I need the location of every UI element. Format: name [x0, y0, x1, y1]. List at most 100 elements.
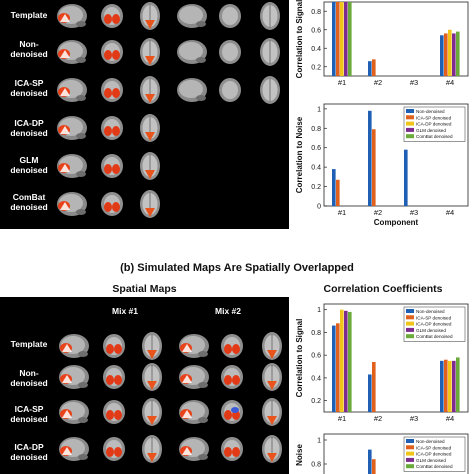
y-tick-label: 0.8 — [311, 126, 321, 133]
y-tick-label: 0.4 — [311, 46, 321, 53]
activation-blob — [267, 350, 277, 359]
x-tick-label: #2 — [374, 78, 382, 87]
row-label-b-ica-dp-denoised: ICA-DP denoised — [10, 442, 48, 462]
activation-blob — [145, 20, 155, 29]
y-tick-label: 0.8 — [311, 330, 321, 337]
row-label-glm-denoised: GLM denoised — [10, 155, 48, 175]
brain-slices-a — [57, 2, 280, 218]
row-label-template: Template — [10, 10, 48, 20]
legend-entry: ICA-DP denoised — [416, 452, 452, 457]
legend-entry: GLM denoised — [416, 458, 446, 463]
noise-correlation-chart-a: 0 0.2 0.4 0.6 0.8 1 Correlation to Noise #1 #2 #3… — [295, 103, 469, 227]
x-tick-label: #2 — [374, 208, 382, 217]
bar — [456, 357, 460, 412]
legend-box — [403, 306, 466, 342]
legend-entry: Non-denoised — [416, 439, 445, 444]
x-tick-label: #4 — [446, 78, 454, 87]
y-tick-label: 1 — [317, 438, 321, 445]
x-tick-label: #4 — [446, 414, 454, 423]
activation-blob — [147, 350, 157, 359]
x-tick-label: #2 — [374, 414, 382, 423]
bar — [444, 33, 448, 76]
activation-blob — [147, 453, 157, 462]
legend-box — [403, 436, 466, 472]
bar — [440, 360, 444, 412]
activation-blob — [106, 447, 114, 457]
y-tick-label: 0.2 — [311, 184, 321, 191]
legend-entry: Non-denoised — [416, 109, 445, 114]
y-tick-label: 0.6 — [311, 27, 321, 34]
brain-panel-a — [0, 0, 289, 229]
bar — [372, 459, 376, 474]
legend-entry: GLM denoised — [416, 328, 446, 333]
y-tick-label: 0.8 — [311, 462, 321, 469]
bar — [368, 110, 372, 206]
y-axis-label: Correlation to Noise — [295, 116, 304, 193]
activation-blob — [145, 132, 155, 141]
legend-swatch — [406, 115, 414, 120]
activation-blob — [267, 453, 277, 462]
activation-blob — [267, 416, 277, 425]
legend-entry: GLM denoised — [416, 128, 446, 133]
y-tick-label: 0.2 — [311, 64, 321, 71]
bar — [340, 2, 344, 76]
legend-swatch — [406, 334, 414, 339]
activation-blob — [147, 416, 157, 425]
y-tick-label: 0.6 — [311, 145, 321, 152]
brain-slices-b — [59, 332, 282, 463]
bar — [368, 449, 372, 474]
activation-blob — [224, 410, 232, 420]
bar — [336, 2, 340, 76]
y-tick-label: 0.8 — [311, 9, 321, 16]
bar — [336, 323, 340, 412]
activation-blob — [104, 202, 112, 212]
activation-blob — [106, 410, 114, 420]
bar — [456, 31, 460, 77]
legend-entry: ComBat denoised — [416, 334, 453, 339]
bar — [372, 59, 376, 76]
row-label-ica-sp-denoised: ICA-SP denoised — [10, 78, 48, 98]
bar — [348, 2, 352, 76]
x-tick-label: #1 — [338, 208, 346, 217]
activation-blob — [145, 170, 155, 179]
activation-blob — [224, 447, 232, 457]
bar — [348, 311, 352, 412]
activation-blob — [145, 208, 155, 217]
legend-entry: Non-denoised — [416, 309, 445, 314]
x-axis-label: Component — [374, 218, 419, 227]
row-label-non-denoised: Non- denoised — [10, 39, 48, 59]
y-tick-label: 0.6 — [311, 353, 321, 360]
y-tick-label: 1 — [317, 307, 321, 314]
legend-entry: ICA-DP denoised — [416, 122, 452, 127]
negative-blob — [231, 407, 239, 413]
x-tick-label: #3 — [410, 208, 418, 217]
bar — [404, 149, 408, 206]
bar — [344, 310, 348, 412]
activation-blob — [104, 126, 112, 136]
row-label-combat-denoised: ComBat denoised — [10, 192, 48, 212]
activation-blob — [106, 344, 114, 354]
row-label-b-template: Template — [10, 339, 48, 349]
bar — [448, 360, 452, 412]
spatial-maps-title: Spatial Maps — [112, 283, 177, 295]
legend-swatch — [406, 445, 414, 450]
legend-swatch — [406, 321, 414, 326]
bar — [372, 129, 376, 206]
legend-box — [403, 106, 466, 142]
legend-swatch — [406, 121, 414, 126]
legend-swatch — [406, 464, 414, 469]
activation-blob — [147, 381, 157, 390]
x-tick-label: #1 — [338, 414, 346, 423]
y-tick-label: 0.2 — [311, 398, 321, 405]
y-axis-label: Noise — [295, 444, 304, 466]
activation-blob — [267, 381, 277, 390]
legend-swatch — [406, 327, 414, 332]
legend-swatch — [406, 109, 414, 113]
row-label-b-non-denoised: Non- denoised — [10, 368, 48, 388]
legend-swatch — [406, 439, 414, 443]
legend-entry: ICA-SP denoised — [416, 115, 452, 120]
row-label-ica-dp-denoised: ICA-DP denoised — [10, 118, 48, 138]
row-label-b-ica-sp-denoised: ICA-SP denoised — [10, 404, 48, 424]
y-tick-label: 0 — [317, 204, 321, 211]
